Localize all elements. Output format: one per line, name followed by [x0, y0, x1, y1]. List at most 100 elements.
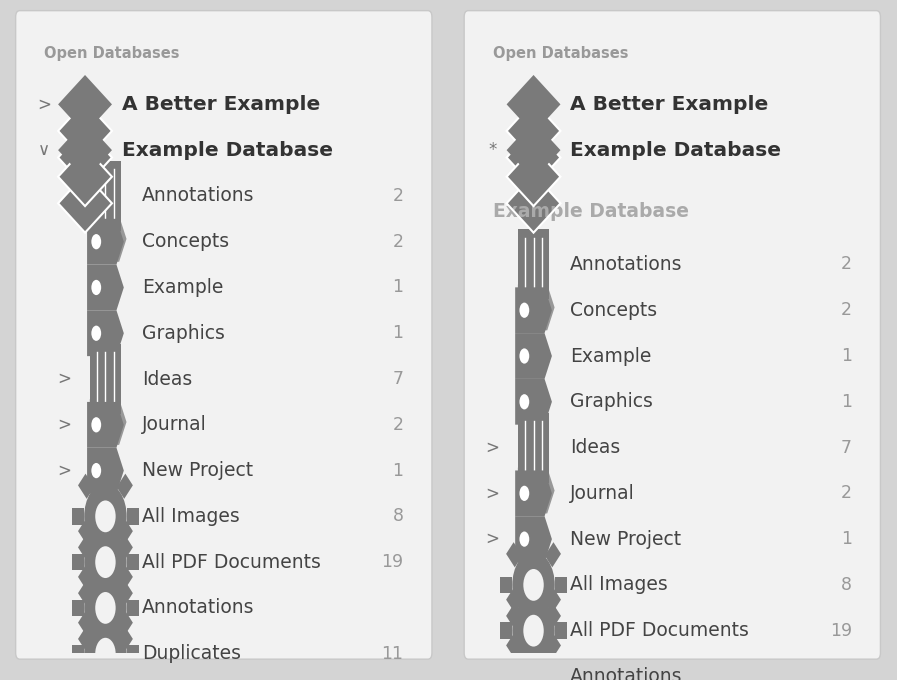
- Polygon shape: [544, 602, 561, 628]
- Circle shape: [522, 483, 532, 498]
- Circle shape: [91, 280, 101, 295]
- Polygon shape: [507, 128, 561, 187]
- Text: 2: 2: [840, 484, 852, 503]
- Text: All Images: All Images: [570, 575, 668, 594]
- Text: Example: Example: [143, 278, 223, 297]
- Polygon shape: [544, 634, 561, 659]
- Polygon shape: [126, 600, 139, 616]
- Circle shape: [94, 414, 104, 430]
- Circle shape: [512, 552, 554, 618]
- Polygon shape: [126, 554, 139, 571]
- Text: >: >: [57, 415, 72, 434]
- Polygon shape: [528, 624, 539, 643]
- Text: >: >: [57, 370, 72, 388]
- Text: All Images: All Images: [143, 507, 239, 526]
- Circle shape: [519, 532, 529, 547]
- Polygon shape: [72, 508, 84, 525]
- Text: New Project: New Project: [143, 461, 253, 480]
- Polygon shape: [515, 516, 552, 562]
- Text: 1: 1: [840, 347, 852, 365]
- Polygon shape: [117, 626, 133, 651]
- Text: >: >: [485, 484, 500, 503]
- Circle shape: [91, 417, 101, 432]
- Polygon shape: [87, 402, 124, 447]
- Text: 7: 7: [840, 439, 852, 456]
- Text: Journal: Journal: [143, 415, 207, 435]
- Circle shape: [519, 348, 529, 364]
- Text: 11: 11: [381, 645, 404, 663]
- Polygon shape: [528, 670, 539, 680]
- Polygon shape: [544, 648, 561, 673]
- Text: 2: 2: [392, 415, 404, 434]
- Polygon shape: [126, 508, 139, 525]
- Polygon shape: [506, 588, 522, 613]
- Text: >: >: [485, 439, 500, 456]
- Text: Ideas: Ideas: [143, 369, 193, 388]
- Polygon shape: [72, 600, 84, 616]
- Polygon shape: [72, 554, 84, 571]
- Text: 1: 1: [840, 530, 852, 548]
- Polygon shape: [554, 622, 567, 639]
- Polygon shape: [500, 622, 512, 639]
- Text: Concepts: Concepts: [143, 232, 230, 251]
- Polygon shape: [58, 148, 112, 206]
- Polygon shape: [554, 577, 567, 593]
- Bar: [90, 344, 121, 414]
- Polygon shape: [500, 668, 512, 680]
- Polygon shape: [100, 549, 110, 568]
- Polygon shape: [58, 101, 112, 160]
- Text: Annotations: Annotations: [570, 255, 683, 274]
- Polygon shape: [78, 626, 94, 651]
- Circle shape: [519, 303, 529, 318]
- Polygon shape: [87, 310, 124, 356]
- Text: Ideas: Ideas: [570, 438, 621, 457]
- Circle shape: [95, 500, 116, 532]
- Polygon shape: [528, 664, 539, 680]
- Polygon shape: [528, 532, 539, 552]
- Circle shape: [95, 546, 116, 578]
- Polygon shape: [100, 510, 110, 529]
- Polygon shape: [78, 520, 94, 545]
- Circle shape: [523, 660, 544, 680]
- Polygon shape: [117, 520, 133, 545]
- Text: 2: 2: [840, 256, 852, 273]
- Polygon shape: [544, 542, 561, 567]
- Polygon shape: [117, 579, 133, 605]
- Text: 19: 19: [381, 553, 404, 571]
- Text: Example: Example: [570, 347, 651, 366]
- Polygon shape: [78, 671, 94, 680]
- FancyBboxPatch shape: [15, 11, 432, 659]
- Text: Duplicates: Duplicates: [143, 644, 241, 663]
- Circle shape: [84, 621, 126, 680]
- Polygon shape: [72, 645, 84, 662]
- Text: >: >: [485, 530, 500, 548]
- Circle shape: [84, 575, 126, 641]
- Circle shape: [519, 394, 529, 409]
- Circle shape: [512, 598, 554, 664]
- Polygon shape: [507, 148, 561, 206]
- Circle shape: [94, 231, 104, 247]
- Polygon shape: [506, 648, 522, 673]
- Text: 19: 19: [830, 622, 852, 640]
- Polygon shape: [87, 265, 124, 310]
- Polygon shape: [518, 284, 554, 330]
- Polygon shape: [117, 474, 133, 499]
- Polygon shape: [117, 534, 133, 559]
- Text: ∨: ∨: [39, 141, 50, 159]
- Circle shape: [91, 463, 101, 478]
- Text: 1: 1: [392, 279, 404, 296]
- Polygon shape: [90, 216, 126, 262]
- Text: Graphics: Graphics: [143, 324, 225, 343]
- Polygon shape: [507, 174, 561, 233]
- Text: Example Database: Example Database: [492, 203, 689, 221]
- Text: New Project: New Project: [570, 530, 682, 549]
- Text: Example Database: Example Database: [122, 141, 333, 160]
- Polygon shape: [87, 447, 124, 494]
- Polygon shape: [515, 471, 552, 516]
- Text: 2: 2: [392, 187, 404, 205]
- Polygon shape: [500, 577, 512, 593]
- Polygon shape: [507, 101, 561, 160]
- Circle shape: [512, 643, 554, 680]
- Text: 2: 2: [392, 233, 404, 251]
- Text: All PDF Documents: All PDF Documents: [143, 553, 321, 572]
